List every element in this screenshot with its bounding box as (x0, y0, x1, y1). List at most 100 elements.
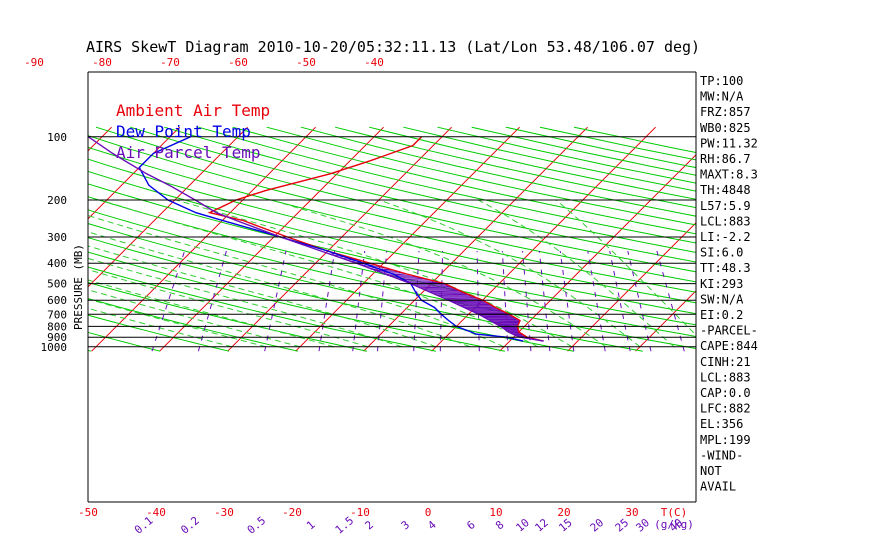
cape-hatch-line (483, 315, 513, 318)
top-temp-tick-label: -80 (92, 56, 112, 69)
pressure-tick-label: 200 (47, 194, 67, 207)
dry-adiabat (266, 126, 696, 226)
axes: 1002003004005006007008009001000PRESSURE … (24, 56, 697, 537)
bottom-temp-tick-label: -40 (146, 506, 166, 519)
stability-index: TT:48.3 (700, 261, 751, 275)
moist-adiabat (378, 199, 641, 348)
stability-index: CINH:21 (700, 355, 751, 369)
mixing-ratio-tick-label: 12 (532, 516, 551, 534)
isotherm (88, 126, 248, 288)
mixing-ratio-tick-label: 6 (464, 518, 477, 532)
cape-hatch-line (488, 318, 518, 321)
pressure-tick-label: 1000 (41, 341, 68, 354)
stability-index: LCL:883 (700, 214, 751, 228)
air-parcel-temp-line (88, 136, 544, 342)
stability-index: MPL:199 (700, 433, 751, 447)
dry-adiabat (88, 251, 505, 352)
y-axis-label: PRESSURE (MB) (72, 244, 85, 330)
dry-adiabat (0, 127, 22, 351)
isotherm (840, 127, 870, 351)
mixing-ratio-tick-label: 8 (493, 518, 506, 532)
top-temp-tick-label: -60 (228, 56, 248, 69)
isotherm (227, 126, 452, 352)
stability-index: LI:-2.2 (700, 230, 751, 244)
mixing-ratio-unit: (g/kg) (654, 518, 694, 531)
dry-adiabat (88, 223, 643, 352)
stability-index: SW:N/A (700, 292, 744, 306)
cape-hatch-line (492, 321, 520, 323)
moist-adiabat (88, 257, 403, 348)
moist-adiabat (88, 279, 335, 348)
stability-index: LFC:882 (700, 402, 751, 416)
cape-hatch-line (452, 300, 484, 303)
stability-index: MW:N/A (700, 90, 744, 104)
mixing-ratio-tick-label: 0.2 (178, 514, 202, 537)
stability-index: PW:11.32 (700, 136, 758, 150)
stability-index: FRZ:857 (700, 105, 751, 119)
bottom-temp-tick-label: 30 (625, 506, 638, 519)
cape-hatch-line (505, 328, 519, 331)
mixing-ratio-tick-label: 2 (363, 518, 376, 532)
pressure-tick-label: 800 (47, 320, 67, 333)
sounding-series (88, 136, 544, 342)
chart-title: AIRS SkewT Diagram 2010-10-20/05:32:11.1… (86, 38, 700, 56)
moist-adiabat (88, 231, 471, 348)
mixing-ratio-tick-label: 3 (399, 518, 412, 532)
pressure-tick-label: 900 (47, 331, 67, 344)
dry-adiabat (198, 126, 696, 244)
dry-adiabat (232, 126, 696, 235)
stability-index: SI:6.0 (700, 246, 743, 260)
stability-index: MAXT:8.3 (700, 168, 758, 182)
legend-entry: Dew Point Temp (116, 122, 251, 141)
moist-adiabat (88, 298, 267, 348)
isotherm (567, 222, 696, 352)
stability-index: EL:356 (700, 417, 743, 431)
stability-index: WB0:825 (700, 121, 751, 135)
isotherm (0, 127, 44, 351)
stability-index: KI:293 (700, 277, 743, 291)
dry-adiabat (88, 266, 437, 352)
cape-hatch-line (471, 309, 502, 312)
moist-adiabat (88, 269, 369, 348)
dry-adiabat (88, 146, 696, 293)
cape-hatch-line (497, 323, 519, 326)
top-temp-tick-label: -70 (160, 56, 180, 69)
mixing-ratio-line (413, 250, 420, 352)
cape-hatch-line (458, 303, 490, 306)
bottom-temp-tick-label: -20 (282, 506, 302, 519)
cape-hatch-line (444, 297, 476, 300)
stability-index: L57:5.9 (700, 199, 751, 213)
top-temp-tick-label: -50 (296, 56, 316, 69)
cape-hatch-line (436, 293, 468, 296)
dry-adiabat (164, 126, 696, 253)
moist-adiabat (270, 199, 607, 348)
bottom-temp-tick-label: 0 (425, 506, 432, 519)
mixing-ratio-tick-label: 4 (425, 518, 439, 532)
stability-index: TP:100 (700, 74, 743, 88)
stability-index: LCL:883 (700, 370, 751, 384)
bottom-temp-tick-label: -50 (78, 506, 98, 519)
cape-hatch-line (509, 331, 519, 333)
dry-adiabat (88, 170, 696, 315)
dry-adiabat (88, 183, 696, 326)
pressure-tick-label: 500 (47, 278, 67, 291)
bottom-temp-unit: T(C) (661, 506, 688, 519)
moist-adiabat (88, 245, 437, 348)
pressure-tick-label: 300 (47, 231, 67, 244)
mixing-ratio-tick-label: 20 (588, 516, 607, 534)
stability-index: -PARCEL- (700, 324, 758, 338)
stability-index: EI:0.2 (700, 308, 743, 322)
dry-adiabat (129, 126, 696, 263)
stability-index: RH:86.7 (700, 152, 751, 166)
legend-entry: Air Parcel Temp (116, 143, 261, 162)
bottom-temp-tick-label: -10 (350, 506, 370, 519)
dry-adiabat (88, 135, 696, 283)
cape-hatch-line (465, 306, 496, 309)
cape-hatch-line (427, 289, 459, 292)
cape-hatch-line (419, 286, 451, 289)
mixing-ratio-line (656, 250, 685, 352)
pressure-tick-label: 400 (47, 257, 67, 270)
stability-index: NOT (700, 464, 722, 478)
mixing-ratio-line (587, 250, 606, 352)
